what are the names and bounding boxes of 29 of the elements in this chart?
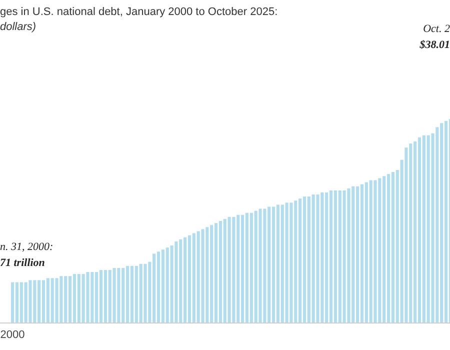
bar xyxy=(156,252,160,323)
bar xyxy=(99,270,103,323)
chart-title: ges in U.S. national debt, January 2000 to October 2025: xyxy=(0,6,278,18)
bar xyxy=(374,180,377,323)
x-tick-label: 2000 xyxy=(0,329,25,341)
bar xyxy=(329,190,333,323)
bar xyxy=(144,264,147,323)
bar xyxy=(444,121,448,323)
bar xyxy=(214,223,218,323)
bar xyxy=(386,174,390,323)
bar xyxy=(72,274,76,323)
chart-subtitle: dollars) xyxy=(0,21,36,33)
bar xyxy=(201,229,204,323)
bar xyxy=(42,280,46,323)
bar xyxy=(15,282,19,323)
bar xyxy=(272,206,276,323)
annotation: n. 31, 2000: 71 trillion xyxy=(0,241,54,269)
bar xyxy=(245,212,249,323)
bar xyxy=(302,196,306,323)
bar xyxy=(258,208,262,323)
bar xyxy=(188,235,192,323)
text: Oct. 2 $38.01 xyxy=(418,23,450,51)
bar xyxy=(418,137,422,323)
bar xyxy=(316,194,320,323)
bar xyxy=(28,280,32,323)
bar xyxy=(86,272,90,323)
bar xyxy=(360,184,364,323)
bar xyxy=(130,266,134,323)
bar xyxy=(11,282,14,323)
